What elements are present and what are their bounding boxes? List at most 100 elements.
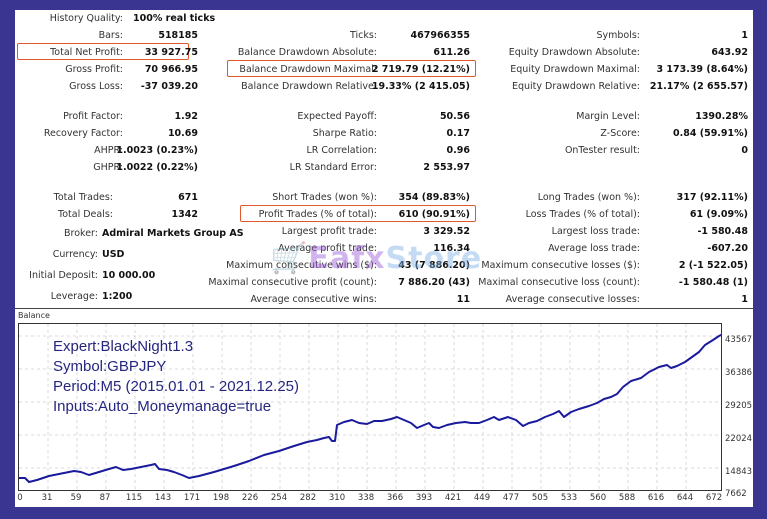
- initial-deposit-label: Initial Deposit:: [29, 270, 98, 281]
- balance-dd-rel-label: Balance Drawdown Relative:: [241, 81, 377, 92]
- total-deals-value: 1342: [171, 209, 198, 220]
- expected-payoff-label: Expected Payoff:: [297, 111, 377, 122]
- report-panel: History Quality: 100% real ticks Bars: 5…: [15, 10, 753, 507]
- x-tick: 421: [444, 493, 462, 503]
- expected-payoff-value: 50.56: [439, 111, 470, 122]
- symbol-name: Symbol:GBPJPY: [53, 358, 167, 375]
- avg-profit-value: 116.34: [433, 243, 470, 254]
- currency-label: Currency:: [52, 249, 98, 260]
- balance-dd-abs-value: 611.26: [433, 47, 470, 58]
- x-tick: 310: [328, 493, 346, 503]
- max-consec-profit-label: Maximal consecutive profit (count):: [208, 277, 377, 288]
- profit-trades-label: Profit Trades (% of total):: [258, 209, 377, 220]
- z-score-label: Z-Score:: [600, 128, 640, 139]
- total-trades-value: 671: [178, 192, 198, 203]
- lr-correlation-value: 0.96: [446, 145, 470, 156]
- x-tick: 0: [17, 493, 23, 503]
- chart-title: Balance: [18, 311, 50, 320]
- total-deals-label: Total Deals:: [58, 209, 113, 220]
- y-tick: 7662: [725, 489, 747, 499]
- z-score-value: 0.84 (59.91%): [673, 128, 748, 139]
- y-tick: 36386: [725, 368, 753, 378]
- x-tick: 143: [154, 493, 172, 503]
- gross-loss-value: -37 039.20: [140, 81, 198, 92]
- broker-label: Broker:: [64, 228, 98, 239]
- long-trades-value: 317 (92.11%): [676, 192, 748, 203]
- margin-level-label: Margin Level:: [576, 111, 640, 122]
- leverage-value: 1:200: [102, 291, 133, 302]
- x-tick: 282: [299, 493, 317, 503]
- total-net-profit-value: 33 927.75: [144, 47, 198, 58]
- max-consec-loss-label: Maximal consecutive loss (count):: [478, 277, 640, 288]
- balance-dd-max-label: Balance Drawdown Maximal:: [239, 64, 377, 75]
- x-tick: 449: [473, 493, 491, 503]
- lr-correlation-label: LR Correlation:: [306, 145, 378, 156]
- expert-info-overlay: Expert:BlackNight1.3 Symbol:GBPJPY Perio…: [53, 337, 299, 417]
- x-tick: 588: [618, 493, 636, 503]
- watermark-logo: 🛒EafxStore: [270, 241, 483, 276]
- y-tick: 29205: [725, 401, 753, 411]
- balance-dd-rel-value: 19.33% (2 415.05): [371, 81, 470, 92]
- profit-factor-label: Profit Factor:: [63, 111, 123, 122]
- short-trades-value: 354 (89.83%): [398, 192, 470, 203]
- gross-profit-label: Gross Profit:: [65, 64, 123, 75]
- avg-loss-value: -607.20: [707, 243, 748, 254]
- max-consec-profit-value: 7 886.20 (43): [398, 277, 470, 288]
- x-tick: 393: [415, 493, 433, 503]
- highlight-box-profit-trades: [240, 205, 476, 222]
- balance-dd-abs-label: Balance Drawdown Absolute:: [237, 47, 377, 58]
- profit-trades-value: 610 (90.91%): [398, 209, 470, 220]
- x-tick: 505: [531, 493, 549, 503]
- lr-std-error-label: LR Standard Error:: [289, 162, 377, 173]
- bars-label: Bars:: [98, 30, 123, 41]
- broker-value: Admiral Markets Group AS: [102, 228, 244, 239]
- total-net-profit-label: Total Net Profit:: [50, 47, 123, 58]
- x-tick: 226: [241, 493, 259, 503]
- max-consec-losses-value: 2 (-1 522.05): [678, 260, 748, 271]
- x-tick: 616: [647, 493, 665, 503]
- x-tick: 533: [560, 493, 578, 503]
- loss-trades-value: 61 (9.09%): [689, 209, 748, 220]
- ontester-label: OnTester result:: [564, 145, 640, 156]
- gross-loss-label: Gross Loss:: [69, 81, 123, 92]
- symbols-label: Symbols:: [596, 30, 640, 41]
- max-consec-wins-label: Maximum consecutive wins ($):: [226, 260, 377, 271]
- cart-icon: 🛒: [270, 241, 309, 276]
- largest-loss-value: -1 580.48: [697, 226, 748, 237]
- balance-line-svg: [19, 324, 721, 490]
- avg-consec-wins-value: 11: [456, 294, 470, 305]
- y-tick: 43567: [725, 335, 753, 345]
- recovery-factor-value: 10.69: [167, 128, 198, 139]
- highlight-box-net-profit: [17, 43, 189, 60]
- largest-profit-label: Largest profit trade:: [281, 226, 377, 237]
- x-tick: 87: [99, 493, 111, 503]
- sharpe-ratio-value: 0.17: [446, 128, 470, 139]
- avg-consec-losses-label: Average consecutive losses:: [505, 294, 640, 305]
- gross-profit-value: 70 966.95: [144, 64, 198, 75]
- x-tick: 560: [589, 493, 607, 503]
- x-tick: 366: [386, 493, 404, 503]
- expert-name: Expert:BlackNight1.3: [53, 338, 194, 355]
- equity-dd-max-label: Equity Drawdown Maximal:: [510, 64, 640, 75]
- chart-plot-area: [18, 323, 722, 491]
- profit-factor-value: 1.92: [174, 111, 198, 122]
- inputs-setting: Inputs:Auto_Moneymanage=true: [53, 398, 272, 415]
- ahpr-value: 1.0023 (0.23%): [116, 145, 198, 156]
- equity-dd-max-value: 3 173.39 (8.64%): [656, 64, 748, 75]
- total-trades-label: Total Trades:: [53, 192, 113, 203]
- equity-dd-abs-value: 643.92: [711, 47, 748, 58]
- x-tick: 338: [357, 493, 375, 503]
- x-tick: 477: [502, 493, 520, 503]
- largest-loss-label: Largest loss trade:: [551, 226, 640, 237]
- sharpe-ratio-label: Sharpe Ratio:: [312, 128, 377, 139]
- x-tick: 31: [41, 493, 53, 503]
- largest-profit-value: 3 329.52: [423, 226, 470, 237]
- x-tick: 644: [676, 493, 694, 503]
- loss-trades-label: Loss Trades (% of total):: [525, 209, 640, 220]
- ghpr-label: GHPR:: [93, 162, 123, 173]
- balance-chart: Balance: [15, 308, 753, 508]
- leverage-label: Leverage:: [50, 291, 98, 302]
- long-trades-label: Long Trades (won %):: [537, 192, 640, 203]
- avg-consec-wins-label: Average consecutive wins:: [250, 294, 377, 305]
- symbols-value: 1: [741, 30, 748, 41]
